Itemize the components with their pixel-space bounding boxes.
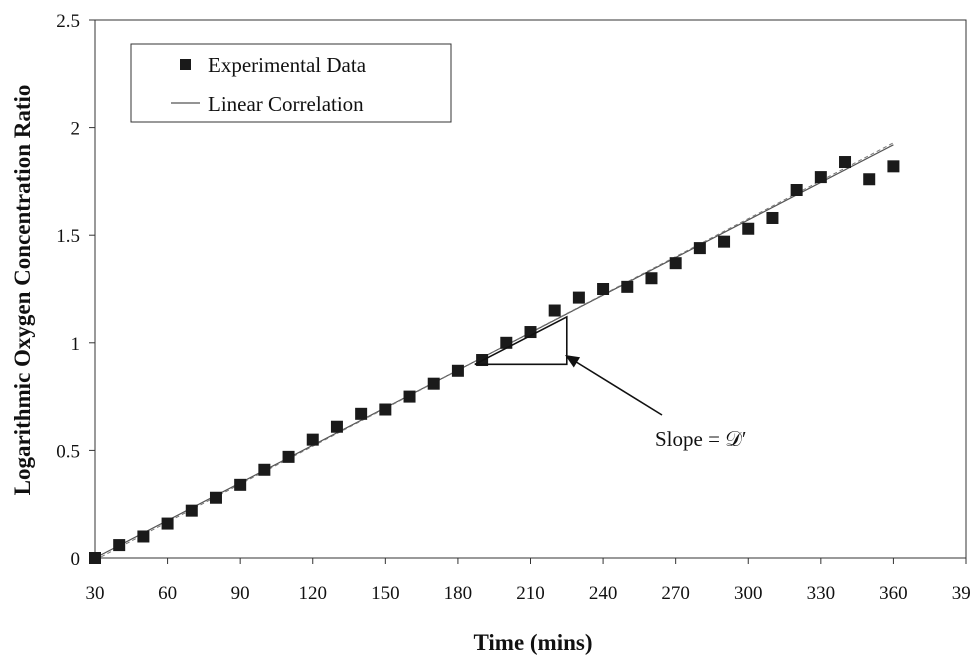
data-point — [766, 211, 779, 224]
data-point — [137, 530, 150, 543]
data-point — [790, 184, 803, 197]
annotation-arrow-line — [572, 359, 663, 416]
data-point — [887, 160, 900, 173]
x-tick-label: 240 — [589, 583, 618, 604]
x-tick-label: 90 — [231, 583, 250, 604]
legend-label-experimental: Experimental Data — [208, 53, 367, 77]
x-tick-label: 150 — [371, 583, 400, 604]
data-point — [548, 304, 561, 317]
legend-marker-square — [180, 59, 191, 70]
data-point — [113, 539, 126, 552]
x-tick-label: 300 — [734, 583, 763, 604]
x-axis-ticks: 30 60 90 120 150 180 210 240 270 300 330 360 390 — [86, 558, 971, 604]
y-tick-label: 2 — [71, 119, 81, 140]
x-tick-label: 270 — [661, 583, 690, 604]
experimental-data-series — [89, 156, 900, 564]
x-tick-label: 210 — [516, 583, 545, 604]
x-tick-label: 180 — [444, 583, 473, 604]
linear-correlation-line-secondary — [94, 142, 894, 561]
data-point — [379, 403, 392, 416]
x-tick-label: 360 — [879, 583, 908, 604]
y-tick-label: 0.5 — [56, 441, 80, 462]
data-point — [669, 257, 682, 270]
data-point — [524, 326, 537, 339]
slope-label: Slope = 𝒟′ — [655, 427, 747, 451]
data-point — [427, 377, 440, 390]
legend: Experimental Data Linear Correlation — [130, 43, 452, 123]
data-point — [645, 272, 658, 285]
x-tick-label: 60 — [158, 583, 177, 604]
data-point — [839, 156, 852, 169]
data-point — [234, 478, 247, 491]
y-axis-title: Logarithmic Oxygen Concentration Ratio — [10, 85, 35, 496]
data-point — [185, 504, 198, 517]
data-point — [693, 242, 706, 255]
data-point — [572, 291, 585, 304]
data-point — [621, 280, 634, 293]
data-point — [742, 222, 755, 235]
legend-label-linear: Linear Correlation — [208, 92, 364, 116]
y-tick-label: 0 — [71, 549, 81, 570]
x-tick-label: 330 — [807, 583, 836, 604]
linear-correlation-series — [94, 142, 894, 561]
data-point — [863, 173, 876, 186]
data-point — [451, 364, 464, 377]
data-point — [403, 390, 416, 403]
y-tick-label: 2.5 — [56, 11, 80, 32]
annotation-arrowhead — [565, 355, 581, 368]
y-tick-label: 1 — [71, 334, 81, 355]
x-axis-title: Time (mins) — [473, 630, 592, 655]
data-point — [282, 450, 295, 463]
data-point — [500, 336, 513, 349]
data-point — [209, 491, 222, 504]
slope-annotation: Slope = 𝒟′ — [474, 315, 747, 451]
data-point — [355, 407, 368, 420]
data-point — [330, 420, 343, 433]
data-point — [306, 433, 319, 446]
legend-box — [130, 43, 452, 123]
data-point — [258, 463, 271, 476]
data-point — [718, 235, 731, 248]
x-tick-label: 390 — [952, 583, 971, 604]
data-point — [597, 283, 610, 295]
x-tick-label: 30 — [86, 583, 105, 604]
data-point — [161, 517, 174, 530]
y-tick-label: 1.5 — [56, 226, 80, 247]
slope-triangle — [474, 315, 568, 366]
data-point — [814, 171, 827, 184]
x-tick-label: 120 — [299, 583, 328, 604]
y-axis-ticks: 0 0.5 1 1.5 2 2.5 — [56, 11, 95, 570]
data-point — [89, 552, 101, 564]
